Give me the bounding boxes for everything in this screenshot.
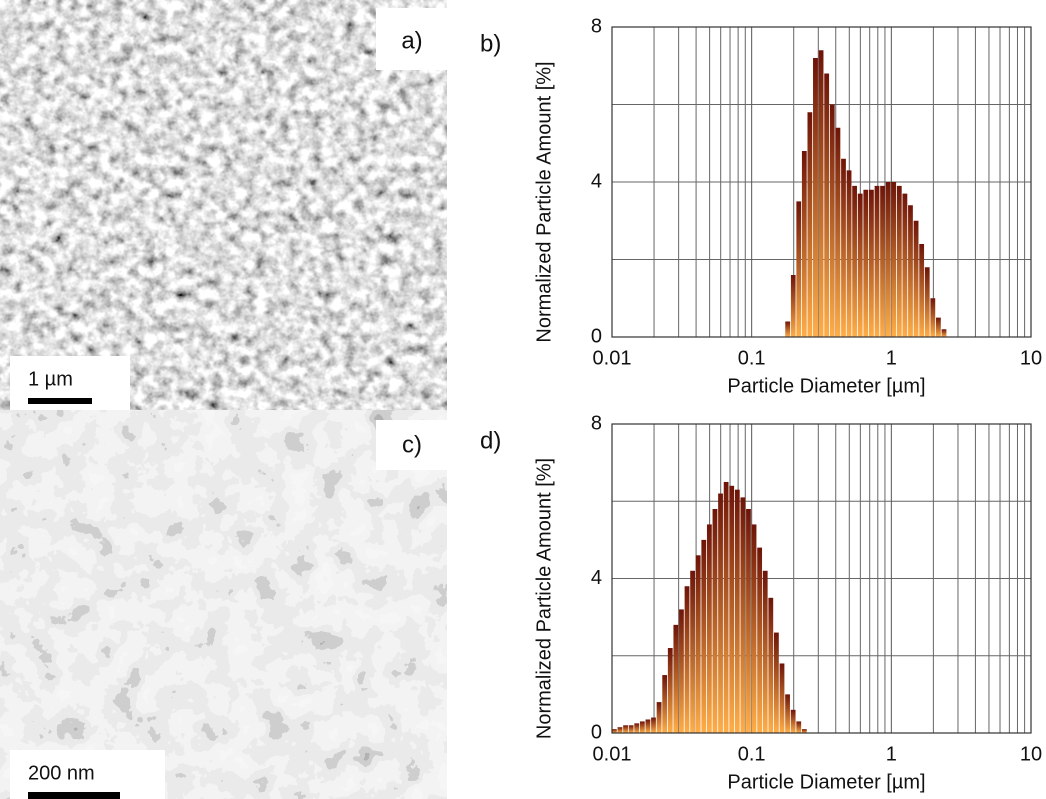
- bar: [740, 497, 746, 733]
- bar: [852, 185, 857, 337]
- bar: [773, 632, 779, 733]
- plot-frame: [611, 423, 1032, 734]
- panel-label: b): [480, 30, 501, 57]
- bar: [684, 586, 690, 733]
- y-tick-label: 0: [591, 325, 602, 347]
- bar: [651, 717, 656, 733]
- bar: [824, 73, 830, 337]
- y-axis-label: Normalized Particle Amount [%]: [533, 61, 555, 342]
- bar: [790, 709, 796, 733]
- bar: [639, 721, 645, 733]
- scale-bar-label: 1 µm: [28, 368, 73, 390]
- x-tick-label: 1: [886, 347, 897, 369]
- x-tick-label: 10: [1020, 743, 1042, 765]
- bar: [746, 508, 751, 733]
- y-tick-label: 0: [591, 721, 602, 743]
- bar: [723, 481, 729, 733]
- x-tick-label: 0.01: [593, 743, 632, 765]
- bar: [790, 275, 796, 337]
- bar: [718, 493, 723, 733]
- bar: [829, 104, 835, 337]
- bar: [617, 727, 623, 733]
- bar: [891, 182, 897, 337]
- panel-label: a): [401, 27, 422, 54]
- bar: [751, 524, 757, 733]
- y-tick-label: 4: [591, 170, 602, 192]
- bar: [913, 220, 919, 337]
- scale-box: [10, 750, 165, 799]
- y-tick-label: 8: [591, 412, 602, 434]
- y-tick-label: 8: [591, 15, 602, 37]
- scale-bar: [28, 792, 120, 799]
- label-box: [376, 8, 447, 70]
- bar: [667, 648, 673, 733]
- bar: [673, 624, 679, 733]
- bar: [846, 170, 852, 337]
- panel-label: d): [480, 427, 501, 454]
- bar: [734, 489, 740, 733]
- bar: [924, 267, 930, 337]
- bar: [645, 719, 651, 733]
- panel-label: c): [402, 431, 422, 458]
- bar: [623, 725, 628, 733]
- bar: [779, 663, 785, 733]
- bar: [835, 127, 841, 337]
- bar: [706, 524, 712, 733]
- bar: [796, 721, 802, 733]
- x-tick-label: 0.1: [738, 743, 766, 765]
- bar: [762, 570, 768, 733]
- scale-bar: [28, 398, 92, 404]
- bar: [936, 317, 941, 337]
- x-axis-label: Particle Diameter [µm]: [727, 771, 925, 793]
- x-axis-label: Particle Diameter [µm]: [727, 375, 925, 397]
- bar: [796, 201, 802, 337]
- bar: [841, 158, 846, 337]
- bar: [896, 185, 902, 337]
- bar: [885, 182, 891, 337]
- bar: [869, 189, 874, 337]
- bar: [729, 485, 735, 733]
- plot-frame: [611, 26, 1032, 338]
- x-tick-label: 10: [1020, 347, 1042, 369]
- x-tick-label: 0.1: [738, 347, 766, 369]
- bar: [902, 193, 908, 337]
- bar: [919, 244, 925, 337]
- bar: [941, 329, 947, 337]
- bar: [656, 702, 662, 733]
- bar: [701, 539, 707, 733]
- bar: [857, 193, 863, 337]
- tem-image: [0, 410, 447, 799]
- bar: [801, 151, 807, 337]
- bar: [874, 185, 880, 337]
- bar: [807, 112, 813, 337]
- x-tick-label: 1: [886, 743, 897, 765]
- bar: [695, 555, 701, 733]
- bar: [880, 185, 885, 337]
- label-box: [376, 420, 447, 470]
- bar: [818, 50, 824, 337]
- bar: [634, 723, 640, 733]
- bar: [612, 729, 617, 733]
- bar: [863, 189, 869, 337]
- bar: [785, 694, 790, 733]
- bar: [908, 205, 913, 337]
- sem-image: [0, 0, 447, 410]
- bar: [785, 321, 791, 337]
- bar: [662, 675, 668, 733]
- bar: [813, 58, 818, 337]
- bar: [768, 597, 774, 733]
- bar: [690, 570, 695, 733]
- bar: [628, 725, 634, 733]
- x-tick-label: 0.01: [593, 347, 632, 369]
- bar: [679, 609, 684, 733]
- scale-bar-label: 200 nm: [28, 762, 95, 784]
- bar: [930, 298, 936, 337]
- y-tick-label: 4: [591, 567, 602, 589]
- bar: [712, 508, 718, 733]
- bar: [801, 729, 807, 733]
- y-axis-label: Normalized Particle Amount [%]: [533, 458, 555, 739]
- bar: [757, 547, 763, 733]
